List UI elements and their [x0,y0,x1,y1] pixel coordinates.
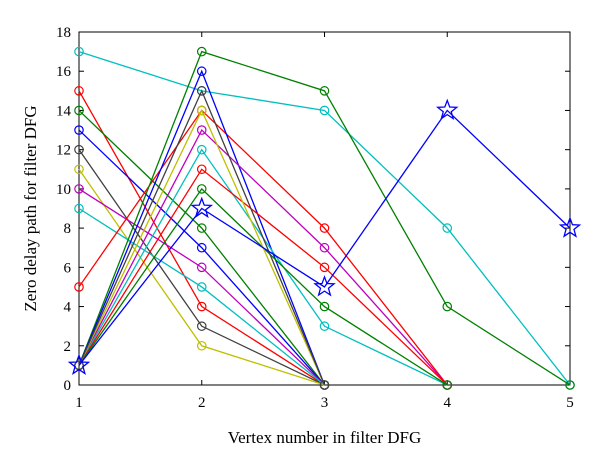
y-tick-label: 10 [56,182,71,198]
series-1-point [319,105,330,116]
series-line-5 [78,149,325,386]
series-line-12 [78,128,448,386]
series-18-star-point [435,98,459,121]
series-line-10 [78,50,571,386]
y-axis-label: Zero delay path for filter DFG [21,105,40,311]
series-6-point [196,340,207,351]
series-4-point [196,242,207,253]
series-10-point [442,301,453,312]
series-line-11 [78,69,326,386]
series-13-point [319,321,330,331]
series-line-3 [78,109,326,386]
series-17-point [196,86,207,96]
series-2-point [74,86,84,96]
series-15-point [196,184,207,194]
series-8-point [196,282,207,292]
series-3-point [196,223,207,233]
series-2-point [196,301,207,312]
series-line-2 [78,90,325,386]
series-18-star-point [190,196,214,219]
series-line-1 [78,50,571,386]
series-18-star-point [313,275,336,297]
y-tick-label: 2 [64,339,72,355]
series-14-point [319,262,330,273]
series-line-14 [78,168,448,386]
series-5-point [196,321,207,331]
y-tick-label: 12 [56,143,71,159]
series-14-point [196,164,207,175]
series-5-point [74,144,84,155]
x-tick-label: 2 [198,395,206,411]
series-line-18 [78,109,571,366]
series-line-17 [78,89,326,386]
x-tick-label: 4 [444,395,452,411]
series-line-4 [78,129,325,386]
plot-area-frame [78,31,571,386]
y-tick-label: 6 [64,260,72,276]
series-8-point [74,203,84,214]
series-line-8 [78,207,325,386]
series-line-9 [78,109,448,386]
y-tick-label: 16 [56,64,72,80]
series-10-point [565,380,575,390]
series-17-point [319,380,330,390]
x-tick-label: 5 [566,395,574,411]
series-3-point [74,105,84,116]
series-6-point [74,164,84,175]
y-tick-label: 18 [56,25,71,41]
series-12-point [319,242,330,253]
y-tick-label: 0 [64,378,72,394]
series-1-point [74,46,84,57]
series-9-point [74,282,84,292]
y-tick-label: 4 [64,300,72,316]
series-15-point [319,301,330,312]
series-line-16 [78,108,326,386]
x-tick-label: 3 [321,395,329,411]
y-tick-label: 14 [56,103,72,119]
series-11-point [196,66,207,77]
series-13-point [196,144,207,155]
series-1-point [442,223,453,233]
series-18-star-point [558,216,582,238]
series-4-point [74,125,84,135]
series-18-star-point [67,353,91,375]
y-tick-label: 8 [64,221,72,237]
series-12-point [196,125,207,135]
x-tick-label: 1 [75,395,83,411]
series-7-point [196,262,207,273]
series-16-point [196,105,207,116]
series-15-point [442,380,453,390]
series-line-7 [78,188,325,386]
series-7-point [74,184,84,194]
series-10-point [319,86,330,96]
x-axis-label: Vertex number in filter DFG [228,428,422,447]
series-10-point [196,46,207,57]
series-9-point [319,223,330,233]
